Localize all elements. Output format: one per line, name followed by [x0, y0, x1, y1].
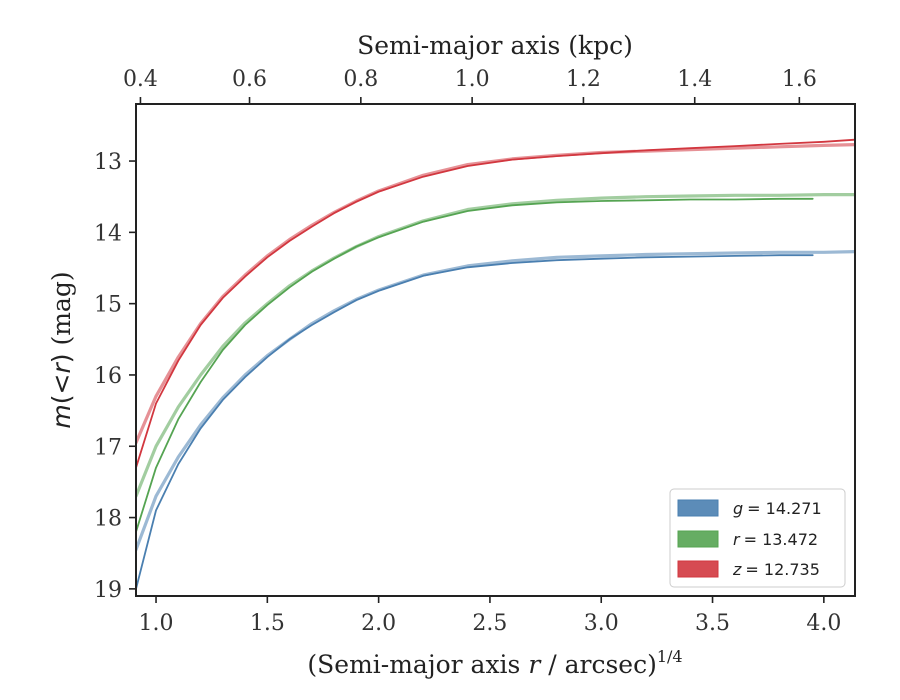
series-line-g	[136, 254, 814, 590]
y-axis-title-close: )	[47, 353, 76, 363]
y-axis-title-unit: (mag)	[47, 271, 76, 353]
x-tick-label: 1.0	[139, 611, 174, 636]
x-tick-label: 4.0	[806, 611, 841, 636]
plot-area	[136, 138, 855, 590]
top-x-tick-label: 1.6	[782, 67, 817, 92]
x-axis-title-exponent: 1/4	[657, 647, 683, 666]
legend-label-g: g = 14.271	[733, 499, 822, 518]
axes-layer: 1.0 1.5 2.0 2.5 3.0 3.5 4.0 0.4 0.6 0.8 1.0 1.2 1.4 1…	[94, 67, 856, 636]
legend: g = 14.271 r = 13.472 z = 12.735	[669, 488, 846, 588]
y-tick-label: 13	[94, 150, 122, 175]
top-x-tick-label: 0.4	[123, 67, 158, 92]
top-x-axis-title: Semi-major axis (kpc)	[357, 31, 633, 60]
y-tick-label: 15	[94, 293, 122, 318]
x-axis-title-main: (Semi-major axis	[307, 650, 528, 679]
legend-label-r: r = 13.472	[733, 530, 818, 549]
y-tick-label: 17	[94, 435, 122, 460]
top-x-tick-label: 1.2	[566, 67, 601, 92]
y-axis-title-m: m	[47, 404, 76, 428]
x-tick-label: 2.0	[361, 611, 396, 636]
x-tick-label: 3.5	[695, 611, 730, 636]
y-tick-label: 18	[94, 507, 122, 532]
legend-swatch-g	[677, 499, 719, 517]
y-axis-title-r: r	[47, 362, 76, 374]
legend-swatch-z	[677, 560, 719, 578]
series-line-z	[136, 138, 855, 469]
top-x-tick-label: 1.4	[677, 67, 712, 92]
y-tick-label: 16	[94, 364, 122, 389]
y-axis-title: m(<r) (mag)	[47, 271, 76, 428]
top-x-tick-label: 0.8	[343, 67, 378, 92]
y-tick-label: 14	[94, 221, 122, 246]
x-tick-label: 3.0	[584, 611, 619, 636]
x-axis-title-rest: / arcsec)	[540, 650, 657, 679]
y-axis-title-lt: (<	[47, 374, 76, 405]
y-tick-label: 19	[94, 578, 122, 603]
x-tick-label: 1.5	[250, 611, 285, 636]
legend-swatch-r	[677, 530, 719, 548]
top-x-tick-label: 1.0	[455, 67, 490, 92]
x-axis-title-r: r	[528, 650, 542, 679]
series-line-r	[136, 197, 814, 533]
series-layer	[136, 138, 855, 590]
x-axis-title: (Semi-major axis r / arcsec)1/4	[307, 647, 682, 679]
x-tick-label: 2.5	[472, 611, 507, 636]
plot-frame	[135, 103, 856, 597]
top-x-tick-label: 0.6	[232, 67, 267, 92]
legend-label-z: z = 12.735	[732, 560, 820, 579]
